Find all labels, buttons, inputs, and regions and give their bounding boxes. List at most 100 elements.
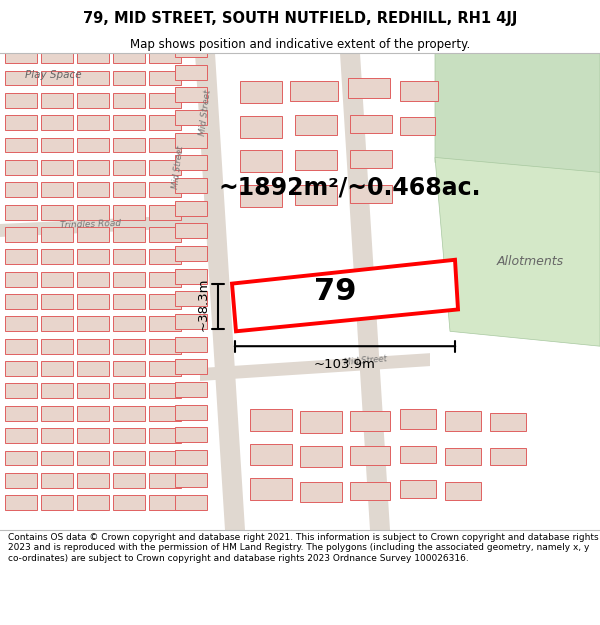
Bar [149, 428, 181, 443]
Bar [490, 412, 526, 431]
Bar [77, 138, 109, 152]
Polygon shape [340, 53, 390, 530]
Text: Map shows position and indicative extent of the property.: Map shows position and indicative extent… [130, 38, 470, 51]
Bar [77, 249, 109, 264]
Bar [113, 272, 145, 287]
Bar [113, 339, 145, 354]
Polygon shape [195, 53, 245, 530]
Bar [149, 115, 181, 130]
Bar [113, 473, 145, 488]
Bar [149, 495, 181, 510]
Bar [175, 337, 207, 352]
Bar [175, 404, 207, 419]
Bar [175, 132, 207, 148]
Bar [175, 246, 207, 261]
Bar [149, 451, 181, 466]
Bar [113, 115, 145, 130]
Bar [77, 406, 109, 421]
Bar [41, 316, 73, 331]
Text: Contains OS data © Crown copyright and database right 2021. This information is : Contains OS data © Crown copyright and d… [8, 533, 598, 562]
Bar [350, 446, 390, 466]
Polygon shape [0, 214, 210, 237]
Bar [149, 249, 181, 264]
Bar [113, 48, 145, 63]
Bar [149, 138, 181, 152]
Bar [400, 117, 435, 134]
Text: ~103.9m: ~103.9m [314, 358, 376, 371]
Bar [175, 178, 207, 193]
Bar [77, 294, 109, 309]
Bar [113, 495, 145, 510]
Bar [250, 444, 292, 466]
Bar [149, 384, 181, 398]
Text: Mid Street: Mid Street [171, 146, 185, 189]
Bar [250, 409, 292, 431]
Bar [77, 272, 109, 287]
Bar [5, 71, 37, 86]
Bar [113, 316, 145, 331]
Text: Trindles Road: Trindles Road [59, 219, 121, 229]
Text: Mid Street: Mid Street [198, 89, 212, 136]
Bar [5, 294, 37, 309]
Text: Mid Street: Mid Street [343, 355, 387, 367]
Bar [113, 227, 145, 242]
Bar [175, 291, 207, 306]
Bar [240, 185, 282, 207]
Bar [149, 272, 181, 287]
Bar [175, 201, 207, 216]
Bar [41, 182, 73, 197]
Bar [41, 93, 73, 108]
Bar [77, 182, 109, 197]
Bar [445, 448, 481, 466]
Bar [250, 478, 292, 500]
Text: ~38.3m: ~38.3m [197, 278, 210, 331]
Bar [5, 249, 37, 264]
Bar [400, 81, 438, 101]
Bar [149, 339, 181, 354]
Bar [77, 71, 109, 86]
Bar [175, 359, 207, 374]
Bar [149, 71, 181, 86]
Bar [5, 93, 37, 108]
Bar [149, 361, 181, 376]
Bar [149, 294, 181, 309]
Text: Play Space: Play Space [25, 70, 82, 80]
Bar [400, 446, 436, 463]
Bar [41, 115, 73, 130]
Bar [175, 472, 207, 488]
Bar [5, 451, 37, 466]
Bar [490, 448, 526, 466]
Bar [5, 48, 37, 63]
Bar [348, 78, 390, 98]
Polygon shape [435, 53, 600, 177]
Bar [149, 406, 181, 421]
Bar [77, 160, 109, 175]
Bar [41, 249, 73, 264]
Bar [300, 482, 342, 502]
Text: 79: 79 [314, 277, 356, 306]
Bar [113, 182, 145, 197]
Bar [113, 160, 145, 175]
Bar [41, 227, 73, 242]
Bar [41, 406, 73, 421]
Bar [41, 339, 73, 354]
Bar [295, 151, 337, 171]
Bar [41, 71, 73, 86]
Bar [149, 473, 181, 488]
Bar [5, 361, 37, 376]
Bar [350, 115, 392, 132]
Bar [350, 411, 390, 431]
Bar [41, 451, 73, 466]
Bar [350, 151, 392, 168]
Bar [175, 269, 207, 284]
Bar [41, 204, 73, 219]
Bar [113, 406, 145, 421]
Bar [41, 294, 73, 309]
Bar [77, 204, 109, 219]
Bar [113, 249, 145, 264]
Bar [445, 482, 481, 500]
Bar [5, 473, 37, 488]
Bar [5, 138, 37, 152]
Text: Allotments: Allotments [496, 255, 563, 268]
Bar [240, 81, 282, 102]
